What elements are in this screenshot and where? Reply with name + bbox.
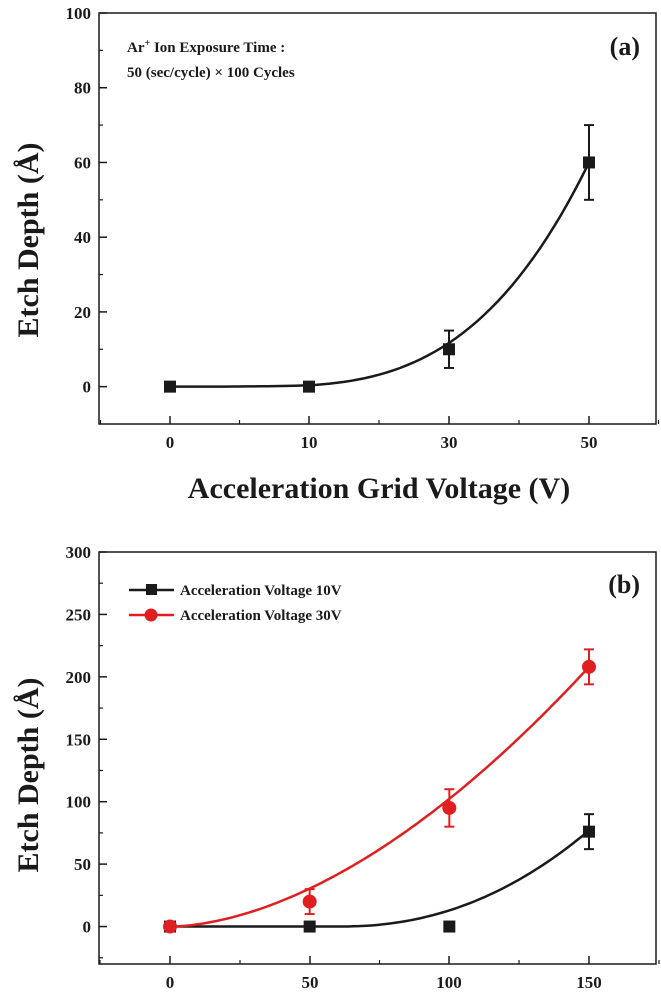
panel-a-x-axis-title: Acceleration Grid Voltage (V) [188, 472, 570, 505]
a-y-tick-label: 60 [74, 153, 91, 172]
series-30v-data-point [302, 894, 317, 909]
panel-a-fit-curve [170, 161, 591, 388]
a-x-tick-label: 30 [441, 433, 458, 452]
a-y-tick-label: 20 [74, 303, 91, 322]
b-x-tick-label: 50 [302, 973, 319, 992]
a-x-tick-label: 50 [581, 433, 598, 452]
panel-a-plot-area [164, 124, 595, 393]
panel-b-frame [98, 551, 657, 965]
a-x-tick-label: 10 [301, 433, 318, 452]
series-10v-data-point [443, 920, 456, 933]
legend-30v-label: Acceleration Voltage 30V [180, 608, 342, 624]
a-x-tick-label: 0 [166, 433, 175, 452]
series-30v-data-point [582, 659, 596, 674]
series-30v-fit-curve [169, 666, 590, 928]
a-y-tick-label: 100 [66, 4, 92, 23]
b-y-tick-label: 200 [66, 668, 92, 687]
b-y-tick-label: 0 [83, 918, 92, 937]
legend-10v-marker [146, 584, 157, 595]
panel-a-y-axis-title: Etch Depth (Å) [12, 143, 45, 338]
series-30v-data-point [163, 919, 177, 934]
a-y-tick-label: 40 [74, 228, 91, 247]
panel-a-annotation-line2: 50 (sec/cycle) × 100 Cycles [127, 65, 295, 81]
panel-a-x-axis: 0 10 30 50 [99, 416, 660, 452]
b-y-tick-label: 150 [66, 730, 92, 749]
legend-item-30v: Acceleration Voltage 30V [129, 608, 342, 624]
panel-a-data-point [583, 156, 595, 169]
panel-a-data-point [443, 343, 455, 356]
panel-b-y-axis: 0 50 100 150 200 250 300 [66, 543, 107, 959]
panel-a-data-point [303, 380, 315, 393]
series-10v-data-point [583, 825, 595, 838]
panel-b-x-axis: 0 50 100 150 [99, 956, 660, 992]
panel-a-frame [98, 12, 657, 425]
panel-b-legend: Acceleration Voltage 10V Acceleration Vo… [129, 583, 342, 624]
panel-b-y-axis-title: Etch Depth (Å) [12, 678, 45, 873]
legend-10v-label: Acceleration Voltage 10V [180, 583, 342, 599]
b-x-tick-label: 150 [576, 973, 602, 992]
panel-b-label: (b) [608, 570, 640, 599]
panel-a: 0 20 40 60 80 100 0 10 30 50 (a) Ar+ Ion Exposur… [12, 4, 660, 505]
b-x-tick-label: 0 [166, 973, 175, 992]
b-y-tick-label: 300 [66, 543, 92, 562]
a-y-tick-label: 0 [83, 378, 92, 397]
series-10v-fit-curve [170, 829, 590, 928]
b-x-tick-label: 100 [436, 973, 462, 992]
series-30v-data-point [442, 800, 457, 815]
b-y-tick-label: 100 [66, 793, 92, 812]
panel-a-annotation-line1: Ar+ Ion Exposure Time : [127, 38, 285, 56]
legend-30v-marker [144, 608, 158, 622]
panel-a-y-axis: 0 20 40 60 80 100 [66, 4, 107, 397]
b-y-tick-label: 50 [74, 855, 91, 874]
b-y-tick-label: 250 [66, 605, 92, 624]
a-y-tick-label: 80 [74, 79, 91, 98]
panel-a-label: (a) [610, 32, 640, 61]
panel-b-plot-area [163, 648, 596, 934]
panel-b: 0 50 100 150 200 250 300 0 50 100 150 (b) Acceler… [12, 543, 660, 992]
legend-item-10v: Acceleration Voltage 10V [129, 583, 342, 599]
series-10v-data-point [303, 920, 316, 933]
panel-a-data-point [164, 380, 176, 393]
